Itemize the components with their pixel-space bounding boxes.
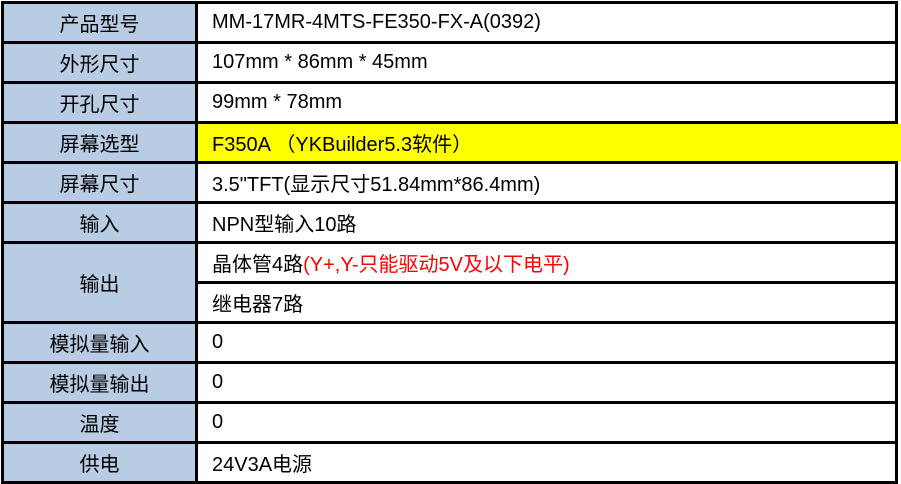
table-row: 温度 0 xyxy=(1,401,898,444)
table-row: 屏幕选型 F350A （YKBuilder5.3软件） xyxy=(1,121,901,164)
row-label-screen-selection: 屏幕选型 xyxy=(1,121,198,164)
table-row: 继电器7路 xyxy=(3,281,898,324)
row-value-screen-selection: F350A （YKBuilder5.3软件） xyxy=(195,121,901,164)
table-row: 屏幕尺寸 3.5"TFT(显示尺寸51.84mm*86.4mm) xyxy=(1,161,898,204)
row-value-input: NPN型输入10路 xyxy=(195,201,898,244)
row-label-screen-size: 屏幕尺寸 xyxy=(1,161,198,204)
row-value-output-transistor: 晶体管4路(Y+,Y-只能驱动5V及以下电平) xyxy=(195,241,898,284)
table-row: 输出 晶体管4路(Y+,Y-只能驱动5V及以下电平) xyxy=(1,241,898,324)
output-voltage-warning-text: (Y+,Y-只能驱动5V及以下电平) xyxy=(303,254,570,276)
row-value-outer-dimensions: 107mm * 86mm * 45mm xyxy=(195,41,898,84)
table-row: 产品型号 MM-17MR-4MTS-FE350-FX-A(0392) xyxy=(1,1,898,44)
row-value-screen-size: 3.5"TFT(显示尺寸51.84mm*86.4mm) xyxy=(195,161,898,204)
row-label-cutout-size: 开孔尺寸 xyxy=(1,81,198,124)
row-label-analog-output: 模拟量输出 xyxy=(1,361,198,404)
table-row: 输入 NPN型输入10路 xyxy=(1,201,898,244)
row-value-analog-input: 0 xyxy=(195,321,898,364)
table-row: 开孔尺寸 99mm * 78mm xyxy=(1,81,898,124)
row-label-power-supply: 供电 xyxy=(1,441,198,484)
row-value-product-model: MM-17MR-4MTS-FE350-FX-A(0392) xyxy=(195,1,898,44)
output-transistor-text: 晶体管4路 xyxy=(212,254,304,276)
row-value-power-supply: 24V3A电源 xyxy=(195,441,898,484)
row-value-temperature: 0 xyxy=(195,401,898,444)
row-value-output-relay: 继电器7路 xyxy=(195,281,898,324)
highlight-overflow-strip xyxy=(895,124,901,161)
row-value-cutout-size: 99mm * 78mm xyxy=(195,81,898,124)
screen-selection-text: F350A （YKBuilder5.3软件） xyxy=(212,134,473,156)
row-value-analog-output: 0 xyxy=(195,361,898,404)
row-label-output: 输出 xyxy=(1,241,198,324)
row-label-analog-input: 模拟量输入 xyxy=(1,321,198,364)
table-row: 供电 24V3A电源 xyxy=(1,441,898,484)
table-row: 外形尺寸 107mm * 86mm * 45mm xyxy=(1,41,898,84)
table-row: 模拟量输入 0 xyxy=(1,321,898,364)
table-row: 模拟量输出 0 xyxy=(1,361,898,404)
row-label-product-model: 产品型号 xyxy=(1,1,198,44)
row-label-temperature: 温度 xyxy=(1,401,198,444)
row-label-outer-dimensions: 外形尺寸 xyxy=(1,41,198,84)
row-label-input: 输入 xyxy=(1,201,198,244)
